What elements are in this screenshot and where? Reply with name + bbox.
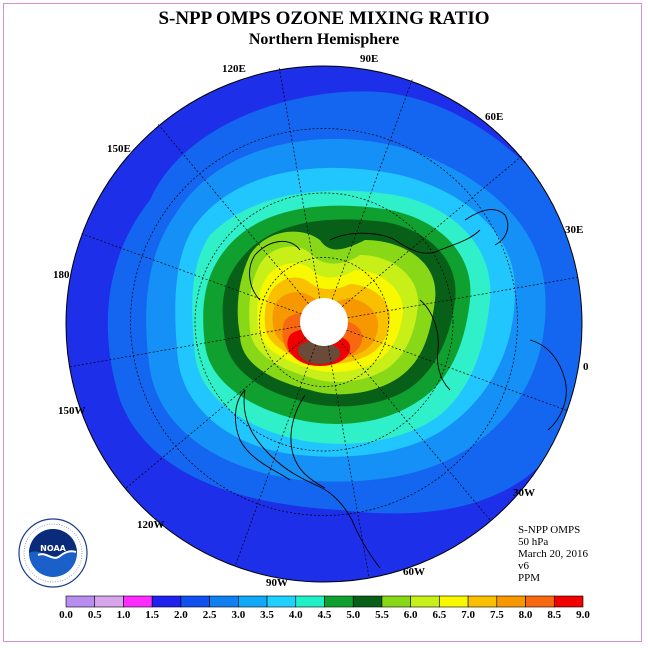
lon-label-150e: 150E [107,143,131,155]
svg-text:NOAA: NOAA [40,544,66,553]
colorbar-swatch [266,595,297,608]
latitude-circle [259,257,389,387]
colorbar-label: 2.5 [202,609,217,621]
meridian-line [339,340,491,520]
meridian-line [278,67,321,299]
colorbar-swatch [123,595,153,608]
colorbar-label: 8.0 [518,609,533,621]
colorbar-swatch [381,595,411,608]
info-version: v6 [518,560,529,572]
meridian-line [157,124,309,304]
info-unit: PPM [518,572,541,584]
colorbar-label: 7.0 [461,609,475,621]
colorbar-swatch [295,595,325,608]
lon-label-120e: 120E [222,63,246,75]
meridian-line [81,233,302,315]
colorbar-label: 8.5 [547,609,562,621]
colorbar-label: 2.0 [174,609,188,621]
colorbar-label: 4.5 [317,609,332,621]
colorbar-swatch [467,595,498,608]
colorbar-swatch [496,595,526,608]
colorbar-label: 6.5 [432,609,447,621]
colorbar-swatch [525,595,555,608]
meridian-line [126,337,306,489]
pole-hole [300,298,348,346]
info-level: 50 hPa [518,536,549,548]
colorbar-swatch [151,595,182,608]
colorbar-swatch [209,595,239,608]
lon-label-30w: 30W [513,487,535,499]
latitude-circle [194,192,454,452]
map-subtitle: Northern Hemisphere [248,31,400,48]
noaa-logo: NOAA [18,518,88,588]
meridian-line [331,79,413,300]
band-blue-right-patch [544,210,562,250]
colorbar-label: 5.0 [346,609,361,621]
lon-label-120w: 120W [137,519,165,531]
colorbar-label: 6.0 [403,609,418,621]
colorbar-swatch [439,595,469,608]
lon-label-60e: 60E [485,111,504,123]
lon-label-150w: 150W [58,405,86,417]
colorbar-label: 0.0 [59,609,73,621]
colorbar-label: 7.5 [489,609,504,621]
lon-label-0: 0 [583,361,589,373]
map-title: S-NPP OMPS OZONE MIXING RATIO [158,8,490,29]
colorbar-label: 3.5 [260,609,274,621]
lon-label-180: 180 [53,269,70,281]
lon-label-60w: 60W [403,566,425,578]
map-boundary [65,65,583,583]
coastlines [234,209,567,569]
info-block: S-NPP OMPS 50 hPa March 20, 2016 v6 PPM [518,524,588,584]
meridian-line [346,329,567,411]
plot-frame [3,3,642,642]
colorbar-swatch [180,595,210,608]
colorbar-label: 5.5 [375,609,389,621]
meridian-line [69,325,301,368]
map-graticule [69,67,579,577]
info-instrument: S-NPP OMPS [518,524,581,536]
info-date: March 20, 2016 [518,548,588,560]
colorbar-label: 4.0 [288,609,303,621]
lon-label-90e: 90E [360,53,379,65]
colorbar-label: 9.0 [576,609,590,621]
colorbar-label: 1.0 [116,609,131,621]
colorbar-swatch [65,595,96,608]
latitude-circle [130,128,518,516]
meridian-line [342,155,522,307]
colorbar-swatch [94,595,124,608]
colorbar-swatch [324,595,354,608]
colorbar-swatch [238,595,268,608]
colorbar-swatch [352,595,383,608]
colorbar-label: 1.5 [145,609,160,621]
colorbar-swatch [410,595,440,608]
colorbar-swatch [553,595,584,608]
colorbar-label: 3.0 [231,609,246,621]
lon-label-90w: 90W [266,577,288,589]
meridian-line [347,276,579,319]
band-9-0 [297,341,341,365]
meridian-line [235,344,317,565]
meridian-line [327,345,370,577]
lon-label-30e: 30E [565,224,584,236]
colorbar-label: 0.5 [87,609,102,621]
